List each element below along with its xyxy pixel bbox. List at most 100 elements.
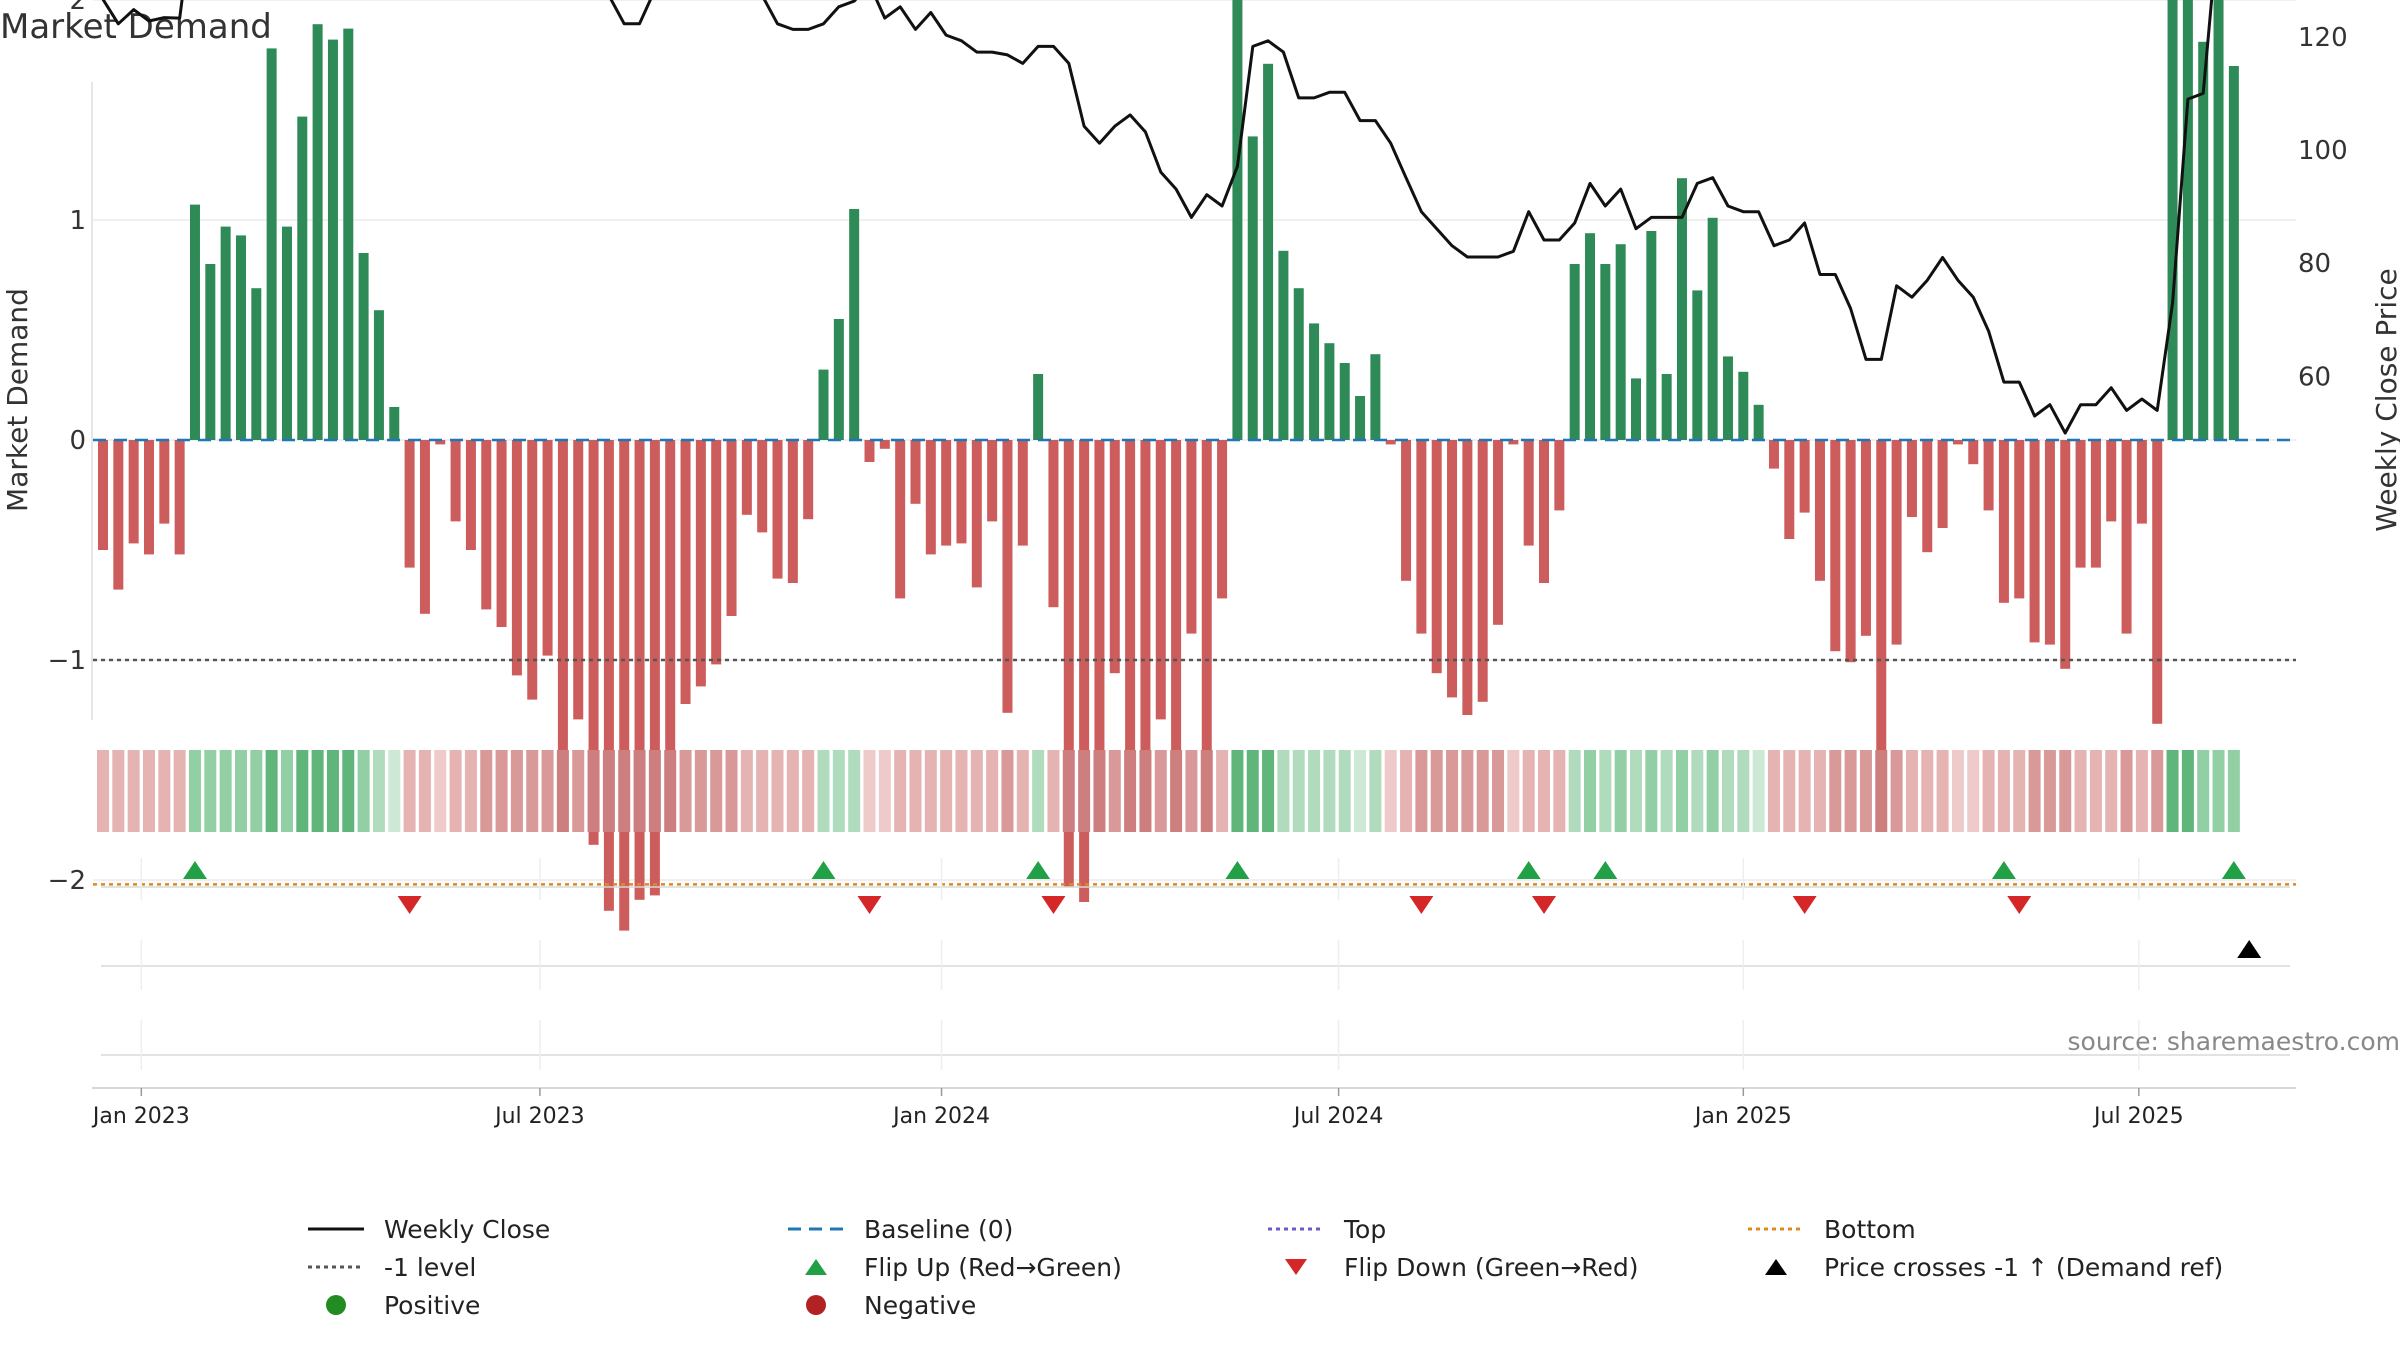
strip-cell [250,750,263,832]
signal-rows [101,858,2290,1070]
demand-bar [1891,440,1902,645]
demand-bar [1125,440,1136,786]
demand-bar [695,440,706,687]
strip-cell [372,750,385,832]
strip-cell [970,750,983,832]
strip-cell [1415,750,1428,832]
strip-cell [1844,750,1857,832]
strip-cell [1154,750,1167,832]
demand-bar [2029,440,2040,643]
demand-bar [1554,440,1565,511]
strip-cell [265,750,278,832]
strip-cell [1783,750,1796,832]
y2-axis-label: Weekly Close Price [2370,268,2400,531]
strip-cell [618,750,631,832]
strip-cell [2151,750,2164,832]
strip-cell [878,750,891,832]
demand-bar [803,440,814,520]
strip-cell [1216,750,1229,832]
demand-bar [1094,440,1105,762]
strip-cell [633,750,646,832]
strip-cell [1185,750,1198,832]
strip-cell [556,750,569,832]
demand-bar [1033,374,1044,440]
strip-cell [648,750,661,832]
strip-cell [848,750,861,832]
demand-bar [864,440,875,462]
demand-bar [1676,178,1687,440]
y-tick-label: −2 [48,866,86,896]
demand-bar [235,235,246,440]
strip-cell [1354,750,1367,832]
demand-bar [649,440,660,896]
demand-bar [389,407,400,440]
demand-bar [573,440,584,720]
demand-bar [1493,440,1504,625]
demand-bar [527,440,538,700]
demand-bar [542,440,553,656]
strip-cell [418,750,431,832]
demand-bar [1952,440,1963,445]
demand-bar [1447,440,1458,698]
strip-cell [694,750,707,832]
demand-bar [2044,440,2055,645]
strip-cell [342,750,355,832]
strip-cell [1338,750,1351,832]
flip-down-marker [1041,896,1066,914]
demand-bar [1661,374,1672,440]
strip-cell [1538,750,1551,832]
strip-cell [1292,750,1305,832]
demand-bar [603,440,614,911]
y-tick-label: 0 [69,426,86,456]
strip-cell [188,750,201,832]
demand-bar [2106,440,2117,522]
strip-cell [464,750,477,832]
legend-label: Flip Down (Green→Red) [1344,1252,1639,1282]
demand-bar [2014,440,2025,599]
demand-bar [1401,440,1412,581]
demand-bar [772,440,783,579]
strip-cell [710,750,723,832]
demand-bar [327,39,338,440]
legend-label: Baseline (0) [864,1214,1014,1244]
strip-cell [1139,750,1152,832]
demand-bar [619,440,630,931]
strip-cell [280,750,293,832]
strip-cell [311,750,324,832]
demand-bar [2167,0,2178,441]
legend-symbol-positive [300,1290,372,1320]
demand-bar [1048,440,1059,608]
strip-cell [1875,750,1888,832]
demand-bar [1983,440,1994,511]
demand-bar [312,24,323,440]
demand-bar [1707,217,1718,440]
legend-symbol-flip_down [1260,1252,1332,1282]
strip-cell [326,750,339,832]
strip-cell [1706,750,1719,832]
strip-cell [1124,750,1137,832]
strip-cell [1813,750,1826,832]
strip-cell [158,750,171,832]
strip-cell [173,750,186,832]
demand-bar [1876,440,1887,832]
demand-bar [1339,363,1350,440]
demand-bar [1324,343,1335,440]
strip-cell [1308,750,1321,832]
strip-cell [1078,750,1091,832]
demand-bar [1539,440,1550,583]
flip-down-marker [2007,896,2032,914]
demand-bar [741,440,752,515]
demand-bar [2060,440,2071,669]
legend-label: Weekly Close [384,1214,551,1244]
demand-bar [1232,0,1243,441]
strip-cell [449,750,462,832]
y2-tick-label: 60 [2298,362,2331,392]
demand-bar [1293,288,1304,440]
strip-cell [832,750,845,832]
demand-bar [1155,440,1166,720]
demand-bar [1109,440,1120,674]
legend-symbol-top [1260,1214,1332,1244]
weekly-close-line [101,0,2214,435]
strip-cell [1691,750,1704,832]
strip-cell [2013,750,2026,832]
